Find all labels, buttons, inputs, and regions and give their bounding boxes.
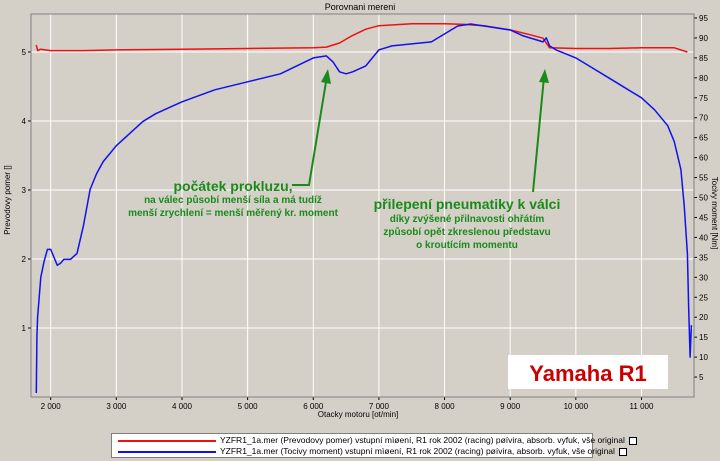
- y-right-tick-label: 90: [699, 34, 708, 43]
- series-line-tocivy-moment: [35, 23, 693, 394]
- y-left-tick-label: 3: [22, 186, 27, 195]
- y-right-tick-label: 5: [699, 373, 704, 382]
- x-tick-label: 4 000: [172, 402, 193, 411]
- annotation-right-title: přilepení pneumatiky k válci: [374, 196, 561, 212]
- y-right-tick-label: 10: [699, 353, 708, 362]
- y-right-tick-label: 75: [699, 94, 708, 103]
- y-axis-label-left: Prevodovy pomer []: [3, 165, 12, 234]
- y-right-tick-label: 40: [699, 233, 708, 242]
- y-right-tick-label: 85: [699, 54, 708, 63]
- y-left-tick-label: 4: [22, 117, 27, 126]
- x-tick-label: 7 000: [369, 402, 390, 411]
- y-right-tick-label: 50: [699, 194, 708, 203]
- y-right-tick-label: 55: [699, 174, 708, 183]
- legend-label-torque-ratio: YZFR1_1a.mer (Prevodovy pomer) vstupní m…: [220, 435, 625, 445]
- annotation-right-line3: o kroutícím momentu: [416, 240, 518, 251]
- plot-area: [30, 13, 695, 398]
- y-right-tick-label: 15: [699, 333, 708, 342]
- axes: 2 000 3 000 4 000 5 000 6 000 7 000 8 000 9 000…: [22, 13, 708, 411]
- annotation-arrow-left: [292, 75, 328, 186]
- brand-label: Yamaha R1: [529, 361, 646, 386]
- legend-swatch-red: [118, 440, 216, 442]
- x-axis-label: Otacky motoru [ot/min]: [318, 410, 398, 419]
- annotation-right-line2: způsobí opět zkreslenou představu: [383, 226, 550, 238]
- annotation-arrow-right: [532, 76, 545, 193]
- y-right-tick-label: 45: [699, 213, 708, 222]
- annotation-right-line1: díky zvýšené přilnavosti ohřátím: [390, 214, 545, 225]
- annotation-arrowhead-left: [321, 69, 331, 84]
- plot-frame: [30, 13, 695, 398]
- chart-title: Porovnani mereni: [325, 2, 396, 12]
- brand-box: [508, 355, 668, 389]
- x-tick-label: 3 000: [106, 402, 127, 411]
- grid: [31, 14, 694, 397]
- x-tick-label: 8 000: [435, 402, 456, 411]
- legend-label-torque: YZFR1_1a.mer (Tocivy moment) vstupní mìø…: [220, 446, 615, 456]
- y-right-tick-label: 25: [699, 293, 708, 302]
- legend-entry[interactable]: YZFR1_1a.mer (Tocivy moment) vstupní mìø…: [112, 446, 627, 457]
- x-tick-label: 2 000: [41, 402, 62, 411]
- y-right-tick-label: 60: [699, 154, 708, 163]
- y-right-tick-label: 80: [699, 74, 708, 83]
- y-right-tick-label: 30: [699, 273, 708, 282]
- y-right-tick-label: 65: [699, 134, 708, 143]
- y-right-tick-label: 70: [699, 114, 708, 123]
- x-tick-label: 5 000: [238, 402, 259, 411]
- y-right-tick-label: 95: [699, 14, 708, 23]
- x-tick-label: 11 000: [630, 402, 654, 411]
- series-line-prevodovy-pomer: [35, 22, 688, 53]
- y-left-tick-label: 2: [22, 255, 27, 264]
- legend: YZFR1_1a.mer (Prevodovy pomer) vstupní m…: [111, 433, 637, 458]
- y-axis-label-right: Tocivy moment [Nm]: [710, 177, 719, 249]
- series-layer: [35, 22, 693, 394]
- y-right-tick-label: 20: [699, 313, 708, 322]
- y-right-tick-label: 35: [699, 253, 708, 262]
- annotation-left-line1: na válec působí menší síla a má tudíž: [144, 194, 322, 206]
- legend-swatch-blue: [118, 451, 216, 453]
- annotation-layer: počátek prokluzu, na válec působí menší …: [128, 69, 668, 389]
- x-tick-label: 10 000: [564, 402, 589, 411]
- x-tick-label: 6 000: [303, 402, 324, 411]
- annotation-left-line2: menší zrychlení = menší měřený kr. momen…: [128, 208, 338, 219]
- y-left-tick-label: 1: [22, 324, 27, 333]
- y-left-tick-label: 5: [22, 48, 27, 57]
- legend-entry[interactable]: YZFR1_1a.mer (Prevodovy pomer) vstupní m…: [112, 435, 637, 446]
- x-tick-label: 9 000: [500, 402, 521, 411]
- legend-checkbox[interactable]: [628, 436, 637, 445]
- legend-checkbox[interactable]: [618, 447, 627, 456]
- annotation-left-title: počátek prokluzu,: [173, 178, 292, 194]
- annotation-arrowhead-right: [539, 69, 549, 83]
